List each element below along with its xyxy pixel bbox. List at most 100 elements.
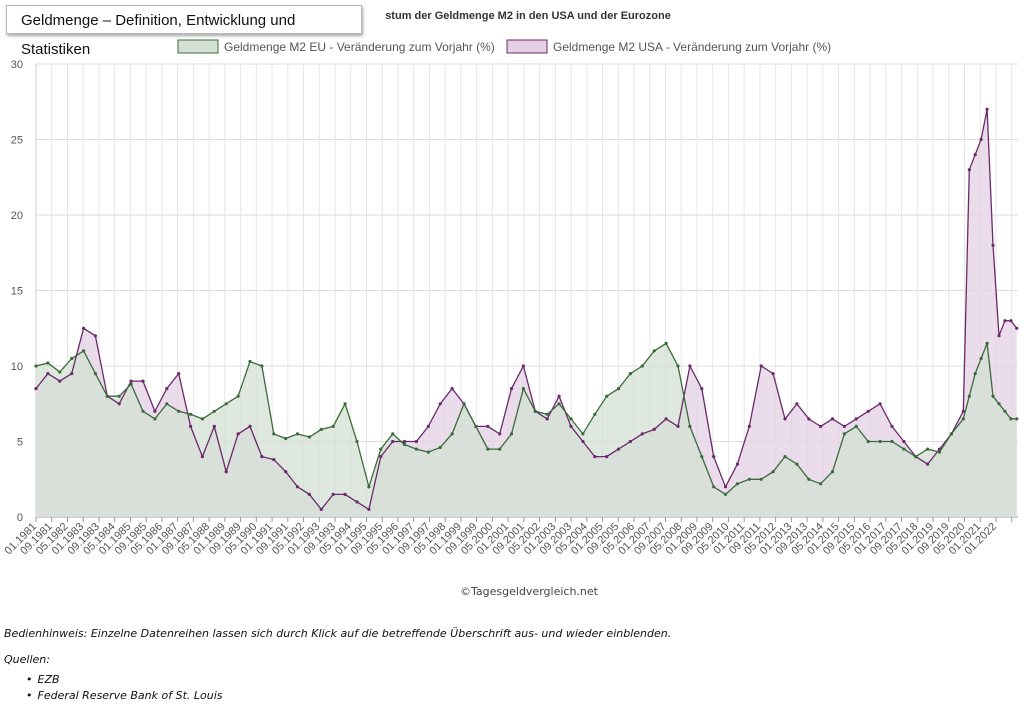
series-0-point (1009, 417, 1013, 421)
series-1-point (569, 424, 573, 428)
series-0-point (961, 417, 965, 421)
series-1-point (1015, 326, 1019, 330)
series-0-point (272, 432, 276, 436)
series-1-point (402, 439, 407, 444)
legend-item-series-1[interactable]: Geldmenge M2 USA - Veränderung zum Vorja… (506, 39, 831, 54)
legend-swatch (177, 39, 219, 54)
series-0-point (379, 447, 383, 451)
series-0-point (830, 470, 835, 474)
series-1-point (260, 455, 264, 459)
series-0-point (557, 402, 561, 406)
series-0-point (854, 424, 858, 428)
series-1-point (842, 424, 847, 428)
source-item-fed: Federal Reserve Bank of St. Louis (26, 688, 223, 704)
series-1-point (248, 424, 252, 428)
series-0-point (450, 432, 454, 436)
series-0-point (474, 424, 478, 428)
page-tab[interactable]: Geldmenge – Definition, Entwicklung und … (6, 5, 362, 58)
series-1-point (979, 137, 983, 142)
series-0-point (165, 402, 169, 406)
legend-label: Geldmenge M2 USA - Veränderung zum Vorja… (553, 40, 831, 54)
series-1-point (712, 455, 716, 459)
series-1-point (967, 168, 971, 172)
series-0-point (533, 409, 537, 413)
series-0-point (878, 439, 882, 444)
series-1-point (616, 447, 621, 451)
series-0-point (391, 432, 395, 436)
x-axis: 01.198109.198105.198201.198309.198305.19… (3, 516, 1018, 557)
series-1-point (1003, 319, 1007, 323)
series-0-point (700, 455, 704, 459)
series-1-point (153, 409, 157, 413)
series-1-line (35, 109, 1018, 511)
chart-credit: ©Tagesgeldvergleich.net (460, 585, 599, 598)
series-1-point (605, 455, 609, 459)
series-1-point (319, 507, 323, 511)
series-0-point (991, 394, 995, 398)
series-1-point (307, 492, 311, 496)
series-1-point (284, 470, 288, 474)
series-1-point (997, 334, 1001, 338)
sources-label: Quellen: (4, 653, 50, 666)
series-1-point (830, 417, 835, 421)
series-0-point (747, 477, 751, 481)
series-0-area (36, 343, 1017, 517)
y-tick-label: 30 (11, 59, 23, 71)
series-0-point (402, 442, 407, 447)
series-0-point (200, 417, 204, 421)
series-0-point (486, 447, 490, 451)
series-0-point (937, 450, 942, 454)
series-0-point (343, 402, 347, 406)
series-0-point (688, 424, 692, 428)
legend-swatch (506, 39, 548, 54)
series-1-point (985, 107, 989, 111)
series-1-point (688, 364, 692, 368)
legend-label: Geldmenge M2 EU - Veränderung zum Vorjah… (224, 40, 495, 54)
series-0-point (1003, 409, 1007, 413)
y-axis: 0 5 10 15 20 25 30 (11, 59, 37, 524)
series-0-point (355, 439, 359, 444)
series-1-point (581, 439, 585, 444)
y-tick-label: 20 (11, 210, 23, 222)
series-0-point (979, 356, 983, 361)
y-tick-label: 15 (11, 286, 23, 298)
series-1-point (759, 364, 763, 368)
chart-title: stum der Geldmenge M2 in den USA und der… (385, 10, 671, 22)
series-1-point (414, 439, 418, 444)
series-0-point (70, 356, 74, 361)
series-1-point (509, 387, 514, 391)
series-1-point (854, 417, 858, 421)
series-1-point (70, 372, 74, 376)
series-1-point (141, 379, 145, 383)
series-1-area (36, 109, 1017, 518)
series-1-point (93, 334, 97, 338)
series-0-point (177, 409, 181, 413)
series-0-point (189, 412, 193, 416)
series-1-point (807, 417, 811, 421)
series-0-point (712, 485, 716, 489)
series-0-point (34, 364, 38, 368)
series-0-point (141, 409, 145, 413)
series-0-point (414, 447, 418, 451)
series-1-point (1009, 319, 1013, 323)
series-1-point (521, 364, 526, 368)
series-1-point (379, 455, 383, 459)
series-0-point (545, 412, 549, 416)
series-0-point (735, 482, 740, 486)
series-0-point (105, 394, 109, 398)
series-0-point (248, 359, 252, 364)
series-1-point (343, 492, 347, 496)
series-1-point (664, 417, 668, 421)
series-1-point (676, 424, 680, 428)
series-1-point (878, 402, 882, 406)
legend-item-series-0[interactable]: Geldmenge M2 EU - Veränderung zum Vorjah… (177, 39, 495, 54)
series-1-point (272, 458, 276, 462)
series-1-point (117, 402, 121, 406)
series-1-point (331, 492, 335, 496)
y-tick-label: 0 (17, 512, 23, 524)
series-1-point (545, 417, 549, 421)
series-1-point (557, 394, 561, 398)
series-1-point (890, 424, 894, 428)
series-1-point (771, 372, 775, 376)
series-0-point (58, 370, 62, 374)
